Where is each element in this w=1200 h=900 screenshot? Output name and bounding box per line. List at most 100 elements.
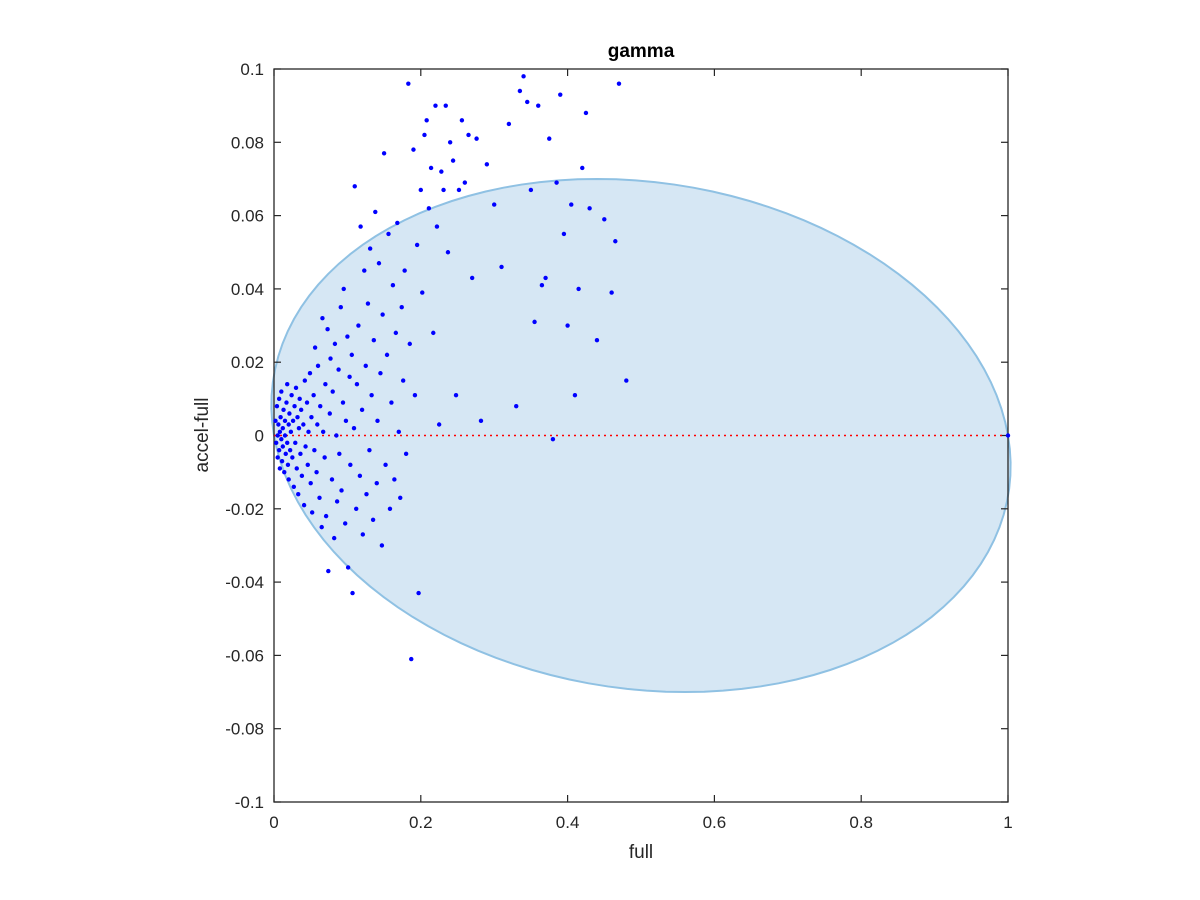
scatter-point	[296, 491, 301, 497]
scatter-point	[613, 239, 618, 244]
scatter-point	[334, 499, 340, 504]
scatter-point	[492, 202, 497, 207]
scatter-point	[304, 400, 310, 405]
scatter-point	[285, 440, 290, 446]
scatter-point	[572, 392, 578, 398]
scatter-point	[459, 118, 465, 123]
x-tick-label: 1	[1003, 813, 1012, 832]
scatter-point	[301, 502, 307, 508]
scatter-point	[312, 447, 317, 453]
scatter-point	[312, 345, 318, 350]
scatter-point	[370, 517, 376, 522]
scatter-point	[277, 429, 283, 435]
scatter-point	[499, 264, 504, 270]
scatter-point	[403, 451, 409, 457]
y-axis-label: accel-full	[192, 398, 213, 473]
scatter-point	[323, 381, 328, 387]
scatter-point	[280, 425, 286, 431]
scatter-point	[441, 187, 446, 193]
scatter-point	[279, 436, 284, 442]
scatter-point	[565, 323, 570, 328]
scatter-point	[282, 469, 287, 475]
scatter-point	[469, 275, 475, 281]
scatter-point	[365, 301, 371, 306]
scatter-point	[411, 147, 416, 152]
y-tick-label: 0	[255, 427, 264, 446]
scatter-point	[436, 422, 442, 427]
scatter-point	[294, 466, 299, 471]
scatter-point	[416, 590, 421, 596]
chart-title: gamma	[608, 41, 675, 62]
scatter-point	[298, 407, 304, 413]
scatter-point	[400, 378, 406, 383]
scatter-point	[273, 418, 278, 424]
scatter-point	[336, 367, 341, 372]
scatter-point	[342, 521, 348, 526]
scatter-point	[354, 506, 359, 511]
scatter-point	[360, 532, 366, 537]
scatter-point	[341, 286, 346, 292]
scatter-point	[609, 290, 614, 295]
scatter-point	[433, 103, 438, 108]
scatter-point	[445, 250, 451, 255]
y-tick-label: 0.08	[231, 133, 264, 152]
scatter-point	[384, 352, 390, 358]
scatter-point	[580, 165, 585, 171]
scatter-point	[422, 132, 427, 138]
scatter-point	[407, 341, 412, 347]
scatter-point	[418, 187, 423, 193]
x-axis-label: full	[629, 842, 653, 863]
scatter-point	[289, 392, 294, 398]
scatter-point	[536, 103, 541, 108]
scatter-point	[276, 422, 281, 427]
scatter-point	[569, 202, 574, 207]
scatter-point	[340, 400, 346, 405]
scatter-point	[587, 206, 592, 211]
scatter-point	[274, 403, 280, 409]
scatter-point	[387, 506, 393, 511]
y-tick-label: 0.02	[231, 353, 264, 372]
scatter-point	[356, 323, 361, 328]
scatter-point	[414, 242, 420, 248]
scatter-point	[594, 338, 600, 343]
scatter-point	[359, 407, 365, 413]
scatter-point	[319, 524, 324, 530]
y-tick-label: 0.04	[231, 280, 264, 299]
scatter-point	[453, 392, 459, 398]
scatter-point	[323, 513, 329, 519]
scatter-point	[305, 462, 310, 468]
scatter-point	[348, 462, 353, 468]
scatter-point	[525, 99, 530, 105]
scatter-point	[320, 429, 326, 435]
scatter-point	[543, 275, 548, 281]
scatter-point	[506, 121, 512, 127]
scatter-point	[383, 462, 388, 468]
scatter-point	[379, 543, 385, 548]
scatter-point	[381, 151, 387, 156]
scatter-point	[528, 187, 534, 193]
scatter-point	[431, 330, 436, 336]
scatter-point	[297, 396, 302, 402]
scatter-point	[554, 180, 559, 185]
scatter-point	[306, 429, 311, 435]
scatter-point	[362, 268, 367, 273]
scatter-point	[462, 180, 468, 185]
scatter-point	[281, 407, 286, 413]
scatter-point	[326, 568, 331, 574]
scatter-point	[327, 411, 332, 416]
y-tick-label: -0.08	[225, 720, 264, 739]
scatter-point	[298, 451, 303, 457]
scatter-point	[275, 455, 280, 460]
scatter-point	[351, 425, 357, 431]
scatter-point	[309, 510, 315, 515]
scatter-point	[308, 480, 313, 486]
scatter-point	[616, 81, 622, 86]
scatter-point	[390, 283, 396, 288]
scatter-point	[386, 231, 391, 237]
y-tick-label: 0.06	[231, 207, 264, 226]
scatter-point	[302, 378, 308, 383]
scatter-point	[352, 184, 357, 189]
y-tick-label: -0.06	[225, 646, 264, 665]
y-tick-label: -0.02	[225, 500, 264, 519]
scatter-point	[284, 400, 289, 405]
